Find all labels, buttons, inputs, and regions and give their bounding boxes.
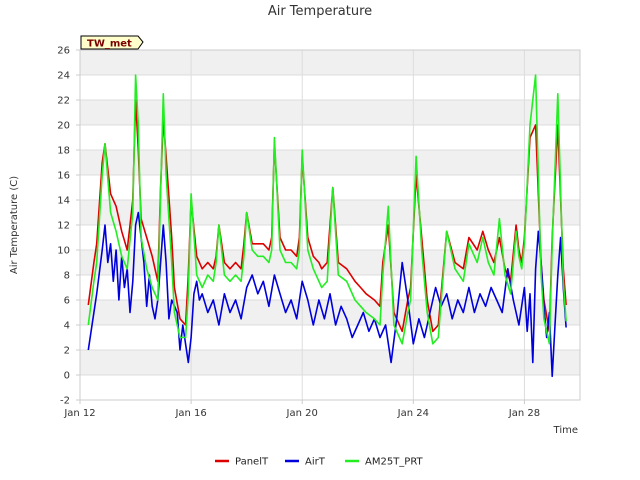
- y-axis-title: Air Temperature (C): [9, 176, 20, 274]
- chart-title: Air Temperature: [268, 4, 372, 19]
- y-tick-label: 2: [64, 346, 70, 357]
- x-tick-label: Jan 16: [174, 408, 206, 419]
- station-label: TW_met: [87, 39, 132, 50]
- y-tick-label: 20: [57, 121, 70, 132]
- x-tick-label: Jan 12: [63, 408, 95, 419]
- series-line-am25t-prt: [87, 74, 567, 345]
- y-tick-label: 22: [57, 96, 70, 107]
- x-tick-label: Jan 28: [508, 408, 540, 419]
- plot-band: [80, 50, 580, 75]
- y-tick-label: -2: [60, 396, 70, 407]
- legend-label: AirT: [305, 457, 326, 468]
- y-tick-label: 6: [64, 296, 70, 307]
- station-label-tag: [80, 35, 144, 50]
- plot-band: [80, 100, 580, 125]
- series-line-airt: [87, 211, 567, 378]
- y-tick-label: 24: [57, 71, 70, 82]
- y-tick-label: 18: [57, 146, 70, 157]
- y-tick-label: 4: [64, 321, 70, 332]
- legend: PanelT AirT AM25T_PRT: [215, 457, 424, 468]
- legend-label: PanelT: [235, 457, 269, 468]
- x-tick-label: Jan 24: [397, 408, 429, 419]
- y-tick-label: 10: [57, 246, 70, 257]
- station-label-box: TW_met: [80, 35, 144, 50]
- x-tick-label: Jan 20: [286, 408, 318, 419]
- plot-band: [80, 300, 580, 325]
- plot-band: [80, 150, 580, 175]
- y-tick-label: 0: [64, 371, 70, 382]
- y-tick-label: 14: [57, 196, 70, 207]
- series-lines: [87, 74, 567, 378]
- y-tick-label: 26: [57, 46, 70, 57]
- y-tick-label: 8: [64, 271, 70, 282]
- x-axis-title: Time: [553, 425, 578, 436]
- legend-label: AM25T_PRT: [365, 457, 424, 468]
- x-tick-labels: Jan 12 Jan 16 Jan 20 Jan 24 Jan 28: [63, 400, 540, 419]
- plot-band: [80, 350, 580, 375]
- y-tick-label: 16: [57, 171, 70, 182]
- y-tick-label: 12: [57, 221, 70, 232]
